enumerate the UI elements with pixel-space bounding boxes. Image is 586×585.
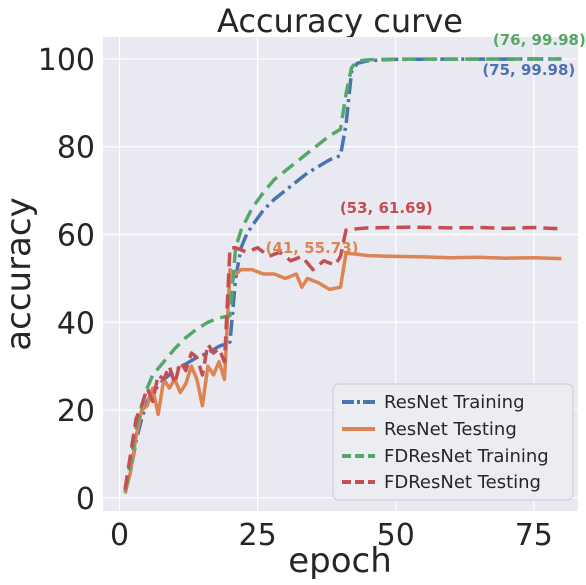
x-tick-label: 0 (110, 518, 129, 553)
series-line-fdresnet-testing (123, 225, 562, 490)
chart-title: Accuracy curve (217, 2, 463, 40)
legend-item-resnet-training: ResNet Training (342, 392, 525, 413)
series-line-resnet-testing (123, 251, 562, 494)
y-tick-label: 100 (38, 43, 95, 78)
x-tick-labels: 0 25 50 75 (110, 518, 553, 553)
y-axis-label: accuracy (0, 197, 39, 350)
y-tick-label: 0 (76, 482, 95, 517)
legend-label-fdresnet-training: FDResNet Training (384, 446, 549, 467)
legend-label-resnet-training: ResNet Training (384, 392, 525, 413)
series-lines (123, 57, 562, 494)
legend-label-resnet-testing: ResNet Testing (384, 419, 517, 440)
legend-item-fdresnet-testing: FDResNet Testing (342, 472, 541, 493)
y-tick-label: 80 (57, 131, 95, 166)
x-axis-label: epoch (288, 541, 392, 581)
annotation-label: (76, 99.98) (493, 31, 586, 49)
series-line-fdresnet-training (123, 57, 562, 492)
legend-item-resnet-testing: ResNet Testing (342, 419, 517, 440)
x-tick-label: 25 (239, 518, 277, 553)
legend-box (332, 383, 574, 501)
legend: ResNet Training ResNet Testing FDResNet … (332, 383, 574, 501)
annotation-label: (75, 99.98) (482, 61, 575, 79)
x-tick-label: 75 (515, 518, 553, 553)
legend-label-fdresnet-testing: FDResNet Testing (384, 472, 541, 493)
y-tick-label: 40 (57, 306, 95, 341)
legend-item-fdresnet-training: FDResNet Training (342, 446, 549, 467)
annotation-label: (53, 61.69) (340, 199, 433, 217)
data-annotations: (76, 99.98) (75, 99.98) (53, 61.69) (41, 55… (266, 31, 586, 257)
annotation-label: (41, 55.73) (266, 239, 359, 257)
y-tick-label: 20 (57, 394, 95, 429)
y-tick-label: 60 (57, 219, 95, 254)
x-tick-label: 50 (377, 518, 415, 553)
y-tick-labels: 0 20 40 60 80 100 (38, 43, 95, 517)
